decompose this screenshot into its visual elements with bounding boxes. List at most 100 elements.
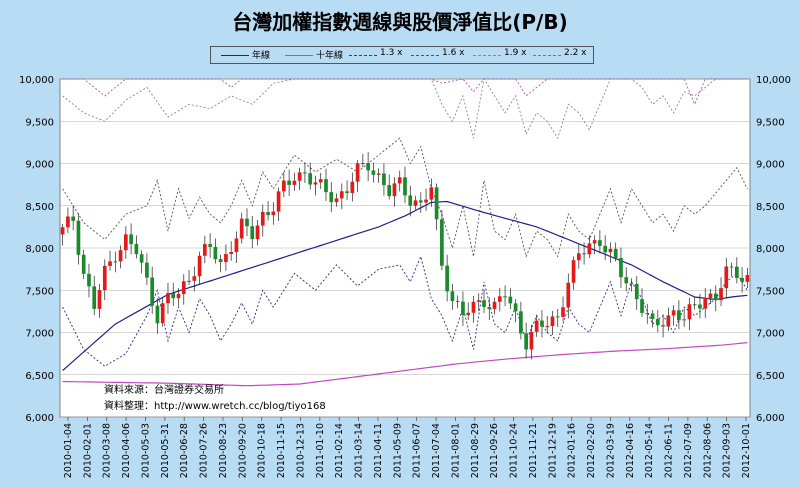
- x-tick-label: 2012-04-16: [625, 423, 636, 478]
- candle-body: [519, 311, 523, 334]
- chart-title: 台灣加權指數週線與股價淨值比(P/B): [232, 10, 568, 34]
- series-group: [62, 77, 748, 387]
- legend-label: 1.3 x: [380, 48, 403, 58]
- candle-body: [81, 254, 86, 274]
- candle-body: [213, 246, 218, 260]
- candle-body: [629, 283, 634, 285]
- y-tick-label-left: 9,000: [25, 160, 54, 171]
- candle-body: [429, 187, 434, 200]
- candle-body: [713, 293, 718, 301]
- legend-swatch: [411, 55, 439, 56]
- legend-swatch: [221, 55, 249, 56]
- candle-body: [92, 286, 97, 309]
- candle-body: [266, 211, 270, 216]
- candle-body: [650, 313, 655, 320]
- candle-body: [181, 281, 186, 295]
- y-tick-label-right: 8,000: [756, 244, 785, 255]
- candle-body: [366, 163, 370, 171]
- candle-body: [603, 245, 607, 253]
- candle-body: [624, 277, 629, 284]
- candle-body: [745, 275, 750, 282]
- candle-body: [108, 261, 112, 266]
- candle-body: [440, 219, 444, 266]
- x-tick-label: 2010-02-01: [82, 423, 93, 478]
- candle-body: [271, 211, 276, 216]
- candle-body: [413, 200, 418, 206]
- candle-body: [434, 187, 439, 220]
- candle-body: [471, 301, 476, 313]
- x-tick-label: 2011-11-21: [528, 423, 539, 478]
- ten-year-line: [62, 342, 748, 387]
- candle-body: [113, 261, 118, 263]
- candle-body: [461, 301, 465, 316]
- x-tick-label: 2011-02-14: [334, 423, 345, 478]
- candle-body: [418, 200, 423, 203]
- y-tick-label-left: 6,500: [25, 371, 54, 382]
- chart-legend: 年線 十年線 1.3 x 1.6 x 1.9 x 2.2 x: [210, 46, 594, 64]
- candle-body: [587, 243, 592, 255]
- candle-body: [492, 301, 497, 309]
- source-line-1: 資料來源：台灣證券交易所: [104, 385, 224, 396]
- candle-body: [445, 265, 449, 292]
- x-tick-label: 2011-01-10: [315, 423, 326, 478]
- candle-body: [350, 181, 355, 193]
- candle-body: [729, 266, 734, 268]
- candle-body: [482, 300, 486, 308]
- legend-swatch: [533, 55, 561, 56]
- candle-body: [424, 199, 428, 203]
- x-tick-label: 2012-09-03: [722, 423, 733, 478]
- candle-body: [155, 305, 160, 324]
- candle-body: [66, 216, 70, 228]
- x-tick-label: 2012-03-19: [605, 423, 616, 478]
- candle-body: [661, 325, 665, 327]
- candle-body: [334, 198, 339, 203]
- candle-body: [592, 240, 597, 244]
- candle-body: [197, 255, 202, 277]
- y-tick-label-right: 7,500: [756, 286, 785, 297]
- candle-body: [455, 300, 460, 302]
- y-tick-label-left: 8,500: [25, 202, 54, 213]
- candle-body: [555, 316, 560, 318]
- legend-label: 1.9 x: [504, 48, 527, 58]
- candle-body: [382, 173, 386, 186]
- x-tick-label: 2010-10-18: [257, 423, 268, 478]
- candle-body: [677, 310, 681, 321]
- y-tick-label-right: 10,000: [756, 75, 791, 86]
- candle-body: [171, 293, 176, 299]
- x-tick-label: 2012-06-11: [664, 423, 675, 478]
- y-tick-label-left: 6,000: [25, 413, 54, 424]
- x-tick-label: 2010-01-04: [63, 423, 74, 478]
- candle-body: [487, 307, 492, 309]
- x-tick-label: 2010-12-13: [295, 423, 306, 478]
- candle-body: [139, 254, 144, 263]
- candle-body: [634, 283, 639, 300]
- candle-body: [318, 179, 323, 183]
- candle-body: [698, 304, 702, 309]
- candle-body: [260, 211, 265, 226]
- candle-body: [545, 326, 550, 328]
- candle-body: [508, 296, 513, 304]
- pb-2-2-line: [62, 78, 748, 106]
- y-tick-label-right: 8,500: [756, 202, 785, 213]
- candle-body: [397, 177, 402, 184]
- legend-swatch: [349, 55, 377, 56]
- x-tick-label: 2010-07-26: [199, 423, 210, 478]
- candle-body: [118, 250, 123, 262]
- candle-body: [303, 172, 307, 174]
- candle-body: [345, 191, 349, 193]
- x-tick-label: 2011-06-07: [412, 423, 423, 478]
- candle-body: [234, 238, 239, 253]
- candle-body: [218, 259, 223, 263]
- candle-body: [287, 180, 291, 185]
- candle-body: [176, 294, 181, 299]
- x-tick-label: 2011-04-11: [373, 423, 384, 478]
- candle-body: [129, 234, 133, 245]
- candle-body: [87, 273, 91, 287]
- candle-body: [666, 315, 671, 327]
- legend-swatch: [473, 55, 501, 56]
- x-tick-label: 2012-08-06: [702, 423, 713, 478]
- candle-body: [724, 266, 729, 289]
- candle-body: [466, 312, 471, 316]
- axes-group: 6,000 6,000 6,500 6,500 7,000 7,000 7,500 7,500…: [19, 75, 791, 478]
- candle-body: [239, 218, 244, 239]
